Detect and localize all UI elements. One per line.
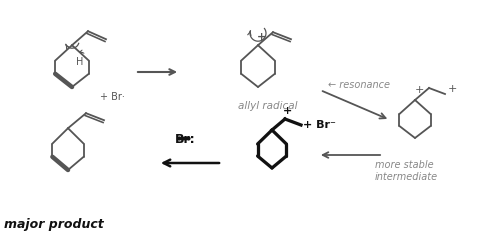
Text: +: + (284, 106, 292, 116)
Text: allyl radical: allyl radical (238, 101, 298, 111)
Text: + Br⁻: + Br⁻ (303, 120, 336, 130)
Text: ← resonance: ← resonance (328, 80, 390, 90)
Text: Br:: Br: (174, 133, 196, 146)
Text: intermediate: intermediate (375, 172, 438, 182)
Text: + Br·: + Br· (100, 92, 125, 102)
Text: +: + (414, 85, 424, 95)
Text: +: + (448, 84, 458, 94)
Text: major product: major product (4, 218, 104, 231)
Text: more stable: more stable (375, 160, 434, 170)
Text: +: + (256, 32, 266, 42)
Text: H: H (76, 57, 84, 67)
